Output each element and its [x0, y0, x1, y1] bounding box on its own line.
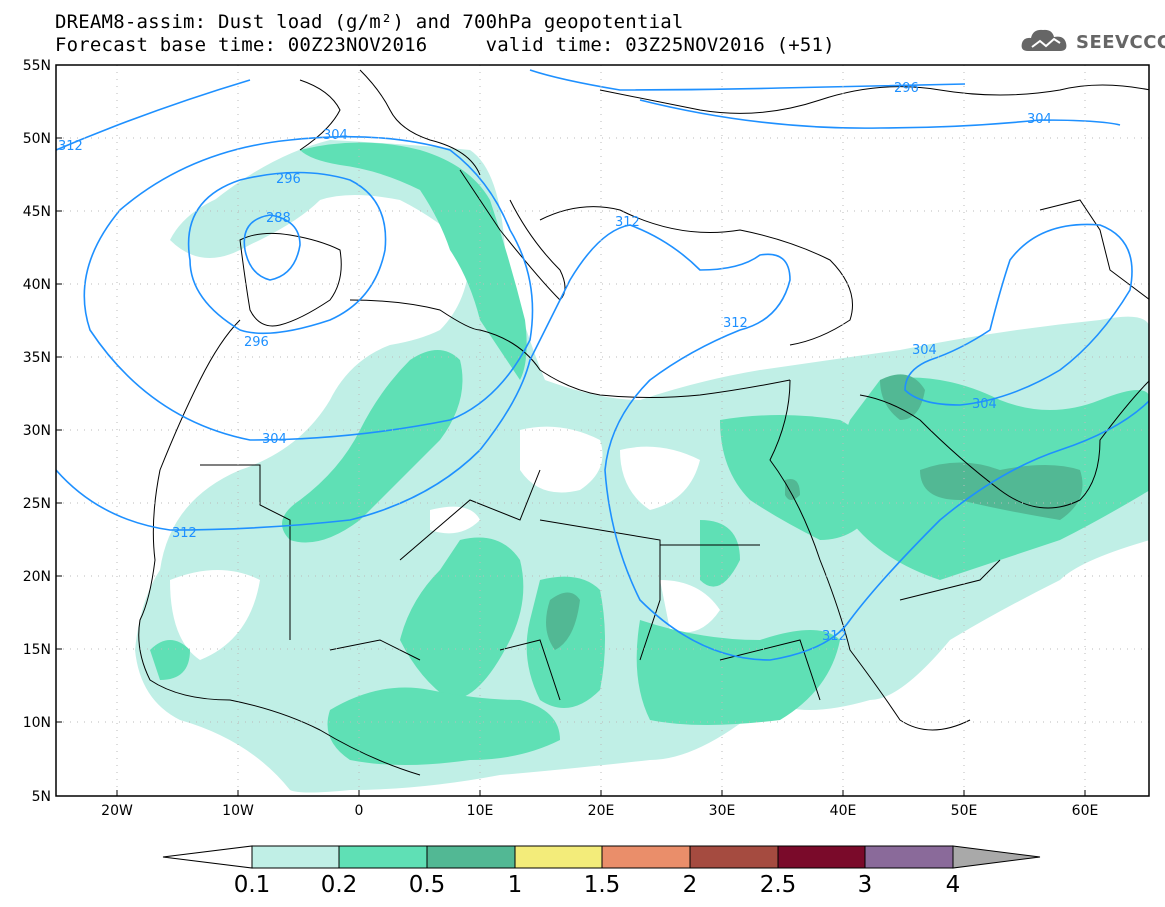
colorbar-swatch [777, 845, 866, 869]
lon-label: 0 [355, 803, 364, 819]
geopotential-contours [56, 69, 1149, 661]
lon-label: 20W [101, 803, 133, 819]
lat-label: 30N [23, 423, 51, 439]
lat-label: 5N [32, 789, 51, 805]
colorbar-swatch [601, 845, 691, 869]
contour-label: 288 [266, 211, 291, 226]
colorbar-swatch [338, 845, 428, 869]
contour-label: 296 [244, 335, 269, 350]
colorbar-label: 1 [508, 872, 523, 898]
colorbar-label: 1.5 [584, 872, 621, 898]
contour-labels: 312 304 296 288 296 304 312 312 312 296 … [58, 81, 1052, 644]
forecast-times: Forecast base time: 00Z23NOV2016 valid t… [55, 34, 835, 56]
lon-label: 30E [709, 803, 736, 819]
colorbar-swatch [251, 845, 340, 869]
contour-label: 304 [323, 128, 348, 143]
lat-label: 50N [23, 131, 51, 147]
map-title: DREAM8-assim: Dust load (g/m²) and 700hP… [55, 11, 684, 33]
seevccc-logo: SEEVCCC [1018, 24, 1165, 60]
colorbar-label: 0.1 [234, 872, 271, 898]
logo-text: SEEVCCC [1076, 31, 1165, 53]
contour-label: 296 [894, 81, 919, 96]
colorbar-swatch [864, 845, 954, 869]
contour-label: 304 [912, 343, 937, 358]
cloud-icon [1021, 29, 1067, 51]
contour-label: 304 [1027, 112, 1052, 127]
graticule [56, 65, 1149, 796]
colorbar-label: 2.5 [760, 872, 797, 898]
lon-label: 50E [951, 803, 978, 819]
colorbar-label: 4 [946, 872, 961, 898]
colorbar-right-arrow [952, 845, 1041, 869]
latitude-labels: 55N 50N 45N 40N 35N 30N 25N 20N 15N 10N … [23, 58, 51, 805]
lat-label: 35N [23, 350, 51, 366]
contour-label: 312 [822, 629, 847, 644]
contour-label: 312 [58, 139, 83, 154]
dust-field [135, 140, 1149, 793]
contour-label: 312 [615, 215, 640, 230]
contour-label: 312 [172, 526, 197, 541]
lat-label: 25N [23, 496, 51, 512]
axis-ticks [56, 64, 1086, 797]
contour-label: 304 [262, 432, 287, 447]
lon-label: 10W [222, 803, 254, 819]
colorbar-swatch [689, 845, 779, 869]
contour-label: 312 [723, 316, 748, 331]
colorbar-label: 0.2 [321, 872, 358, 898]
lat-label: 40N [23, 277, 51, 293]
lat-label: 20N [23, 569, 51, 585]
lat-label: 55N [23, 58, 51, 74]
lat-label: 45N [23, 204, 51, 220]
lon-label: 40E [830, 803, 857, 819]
contour-label: 296 [276, 172, 301, 187]
colorbar-labels: 0.1 0.2 0.5 1 1.5 2 2.5 3 4 [234, 872, 961, 898]
lat-label: 15N [23, 642, 51, 658]
lat-label: 10N [23, 715, 51, 731]
lon-label: 20E [588, 803, 615, 819]
contour-label: 304 [972, 397, 997, 412]
colorbar-label: 2 [683, 872, 698, 898]
lon-label: 10E [467, 803, 494, 819]
longitude-labels: 20W 10W 0 10E 20E 30E 40E 50E 60E [101, 803, 1098, 819]
lon-label: 60E [1072, 803, 1099, 819]
colorbar-swatch [426, 845, 516, 869]
colorbar-label: 3 [858, 872, 873, 898]
colorbar-swatch [514, 845, 603, 869]
colorbar [162, 845, 1041, 869]
colorbar-label: 0.5 [409, 872, 446, 898]
colorbar-left-arrow [162, 845, 253, 869]
